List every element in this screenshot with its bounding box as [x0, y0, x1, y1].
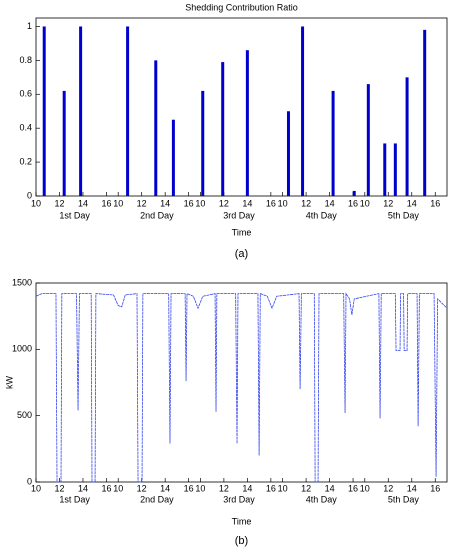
bar [245, 50, 249, 197]
y-tick-label: 0 [27, 476, 32, 486]
day-label: 2nd Day [140, 210, 174, 220]
x-tick-label: 10 [31, 198, 41, 208]
x-tick-label: 10 [113, 483, 123, 493]
y-axis-label: kW [4, 376, 14, 390]
bar [301, 26, 305, 196]
day-label: 1st Day [59, 494, 90, 504]
x-tick-label: 16 [184, 198, 194, 208]
y-tick-label: 1 [27, 21, 32, 31]
x-tick-label: 14 [78, 198, 88, 208]
day-label: 3rd Day [223, 494, 255, 504]
x-tick-label: 10 [31, 483, 41, 493]
day-label: 3rd Day [223, 210, 255, 220]
x-tick-label: 14 [160, 483, 170, 493]
bar [423, 29, 427, 196]
bar [352, 190, 356, 196]
x-axis-label: Time [232, 227, 252, 237]
day-label: 1st Day [59, 210, 90, 220]
x-tick-label: 12 [383, 198, 393, 208]
bar [62, 90, 66, 196]
y-tick-label: 0 [27, 190, 32, 200]
x-tick-label: 14 [325, 198, 335, 208]
x-tick-label: 10 [195, 483, 205, 493]
bar [126, 26, 130, 196]
bar [286, 111, 290, 196]
y-tick-label: 1000 [12, 344, 32, 354]
day-label: 5th Day [388, 494, 420, 504]
bar [171, 119, 175, 196]
x-tick-label: 14 [160, 198, 170, 208]
x-tick-label: 10 [278, 483, 288, 493]
x-tick-label: 10 [360, 483, 370, 493]
x-tick-label: 12 [137, 483, 147, 493]
line-series [35, 292, 448, 483]
y-tick-label: 500 [17, 410, 32, 420]
x-tick-label: 14 [242, 483, 252, 493]
x-tick-label: 14 [325, 483, 335, 493]
x-tick-label: 14 [407, 198, 417, 208]
x-tick-label: 14 [407, 483, 417, 493]
x-tick-label: 14 [242, 198, 252, 208]
bar [393, 143, 397, 196]
plot-frame [35, 17, 448, 197]
x-tick-label: 16 [184, 483, 194, 493]
bar [154, 60, 158, 196]
x-tick-label: 16 [266, 483, 276, 493]
y-tick-label: 0.8 [19, 55, 32, 65]
x-tick-label: 14 [78, 483, 88, 493]
plot-frame [35, 282, 448, 483]
bar [79, 26, 83, 196]
bar [383, 143, 387, 196]
x-tick-label: 10 [113, 198, 123, 208]
x-tick-label: 16 [430, 198, 440, 208]
y-tick-label: 0.4 [19, 123, 32, 133]
x-axis-label: Time [232, 516, 252, 526]
x-tick-label: 12 [383, 483, 393, 493]
x-tick-label: 16 [348, 198, 358, 208]
x-tick-label: 12 [219, 483, 229, 493]
caption: (b) [235, 535, 248, 547]
x-tick-label: 16 [266, 198, 276, 208]
chart-title: Shedding Contribution Ratio [185, 2, 298, 12]
x-tick-label: 16 [348, 483, 358, 493]
x-tick-label: 16 [101, 483, 111, 493]
day-label: 4th Day [306, 210, 338, 220]
bar [42, 26, 46, 196]
x-tick-label: 10 [360, 198, 370, 208]
x-tick-label: 12 [137, 198, 147, 208]
x-tick-label: 16 [101, 198, 111, 208]
x-tick-label: 12 [219, 198, 229, 208]
bar [201, 90, 205, 196]
x-tick-label: 12 [301, 483, 311, 493]
bar [405, 77, 409, 196]
bar [331, 90, 335, 196]
x-tick-label: 12 [54, 198, 64, 208]
y-tick-label: 0.2 [19, 156, 32, 166]
x-tick-label: 10 [195, 198, 205, 208]
day-label: 5th Day [388, 210, 420, 220]
x-tick-label: 16 [430, 483, 440, 493]
x-tick-label: 10 [278, 198, 288, 208]
y-tick-label: 1500 [12, 277, 32, 287]
x-tick-label: 12 [54, 483, 64, 493]
x-tick-label: 12 [301, 198, 311, 208]
bar [221, 62, 225, 197]
bar [366, 84, 370, 196]
day-label: 2nd Day [140, 494, 174, 504]
y-tick-label: 0.6 [19, 89, 32, 99]
day-label: 4th Day [306, 494, 338, 504]
caption: (a) [235, 248, 248, 260]
